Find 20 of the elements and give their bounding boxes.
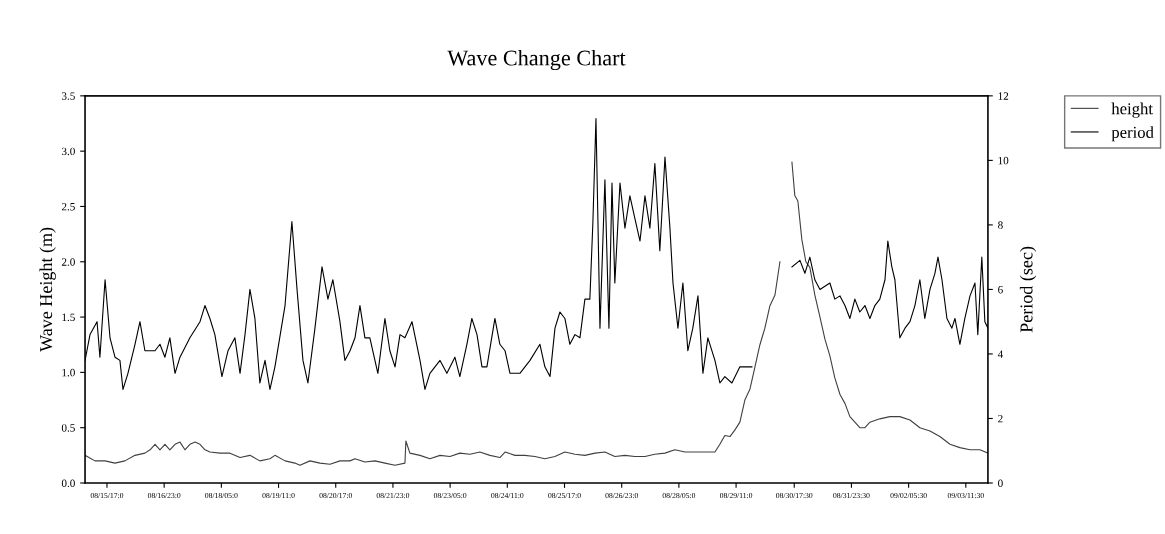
y-tick-label: 3.0 (61, 147, 75, 156)
y-tick-label: 1.0 (62, 368, 75, 377)
y2-axis-title: Period (sec) (1019, 246, 1037, 333)
legend-label: height (1111, 102, 1153, 118)
legend-label: period (1111, 126, 1154, 142)
y2-tick-label: 4 (997, 350, 1004, 358)
y2-tick-label: 0 (998, 479, 1003, 487)
y-tick-label: 0.0 (61, 479, 75, 488)
y2-tick-label: 2 (998, 414, 1003, 423)
y2-tick-label: 8 (998, 221, 1003, 229)
y-tick-label: 3.5 (61, 92, 75, 100)
y2-tick-label: 12 (998, 92, 1009, 100)
chart-title: Wave Change Chart (447, 49, 626, 71)
y-axis-title: Wave Height (m) (39, 227, 56, 352)
y-tick-label: 2.5 (61, 202, 75, 211)
y-tick-label: 2.0 (61, 258, 75, 266)
y2-tick-label: 6 (998, 285, 1003, 294)
y-tick-label: 0.5 (61, 424, 75, 432)
y-tick-label: 1.5 (62, 313, 75, 322)
y2-tick-label: 10 (998, 156, 1009, 165)
